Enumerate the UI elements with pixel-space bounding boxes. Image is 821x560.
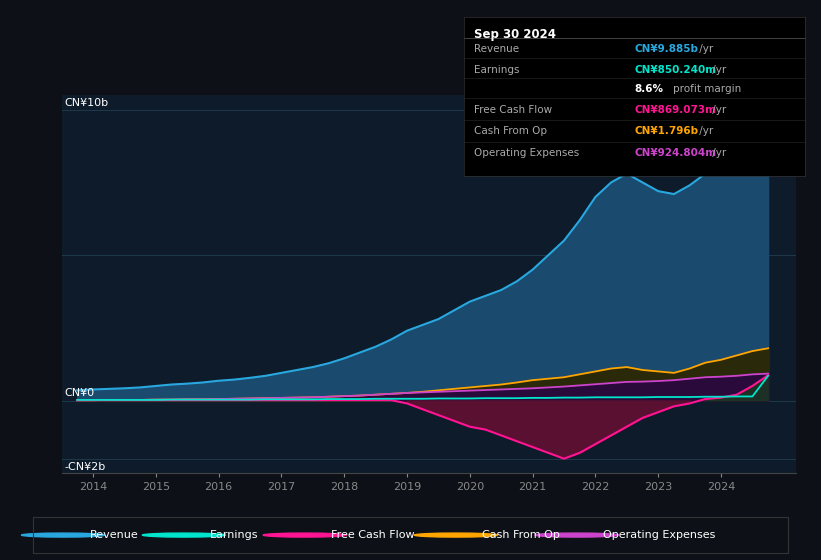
Text: Operating Expenses: Operating Expenses: [474, 148, 580, 158]
Text: Cash From Op: Cash From Op: [482, 530, 560, 540]
Circle shape: [21, 533, 104, 537]
Text: CN¥9.885b: CN¥9.885b: [635, 44, 698, 54]
Text: Operating Expenses: Operating Expenses: [603, 530, 715, 540]
Text: /yr: /yr: [695, 126, 713, 136]
Text: Revenue: Revenue: [89, 530, 138, 540]
Circle shape: [264, 533, 346, 537]
Text: Cash From Op: Cash From Op: [474, 126, 547, 136]
Text: -CN¥2b: -CN¥2b: [65, 462, 106, 472]
Text: CN¥10b: CN¥10b: [65, 99, 109, 108]
Text: Earnings: Earnings: [210, 530, 259, 540]
Text: Earnings: Earnings: [474, 66, 520, 75]
Text: /yr: /yr: [695, 44, 713, 54]
Text: 8.6%: 8.6%: [635, 85, 663, 95]
Text: /yr: /yr: [709, 66, 727, 75]
Text: CN¥850.240m: CN¥850.240m: [635, 66, 717, 75]
Text: /yr: /yr: [709, 105, 727, 115]
Text: CN¥1.796b: CN¥1.796b: [635, 126, 699, 136]
Text: Revenue: Revenue: [474, 44, 519, 54]
Text: CN¥0: CN¥0: [65, 388, 95, 398]
Circle shape: [142, 533, 226, 537]
Text: /yr: /yr: [709, 148, 727, 158]
Text: CN¥924.804m: CN¥924.804m: [635, 148, 717, 158]
Text: Sep 30 2024: Sep 30 2024: [474, 28, 556, 41]
Text: Free Cash Flow: Free Cash Flow: [331, 530, 415, 540]
Circle shape: [535, 533, 618, 537]
Circle shape: [415, 533, 498, 537]
Text: CN¥869.073m: CN¥869.073m: [635, 105, 716, 115]
Text: Free Cash Flow: Free Cash Flow: [474, 105, 553, 115]
Text: profit margin: profit margin: [673, 85, 741, 95]
